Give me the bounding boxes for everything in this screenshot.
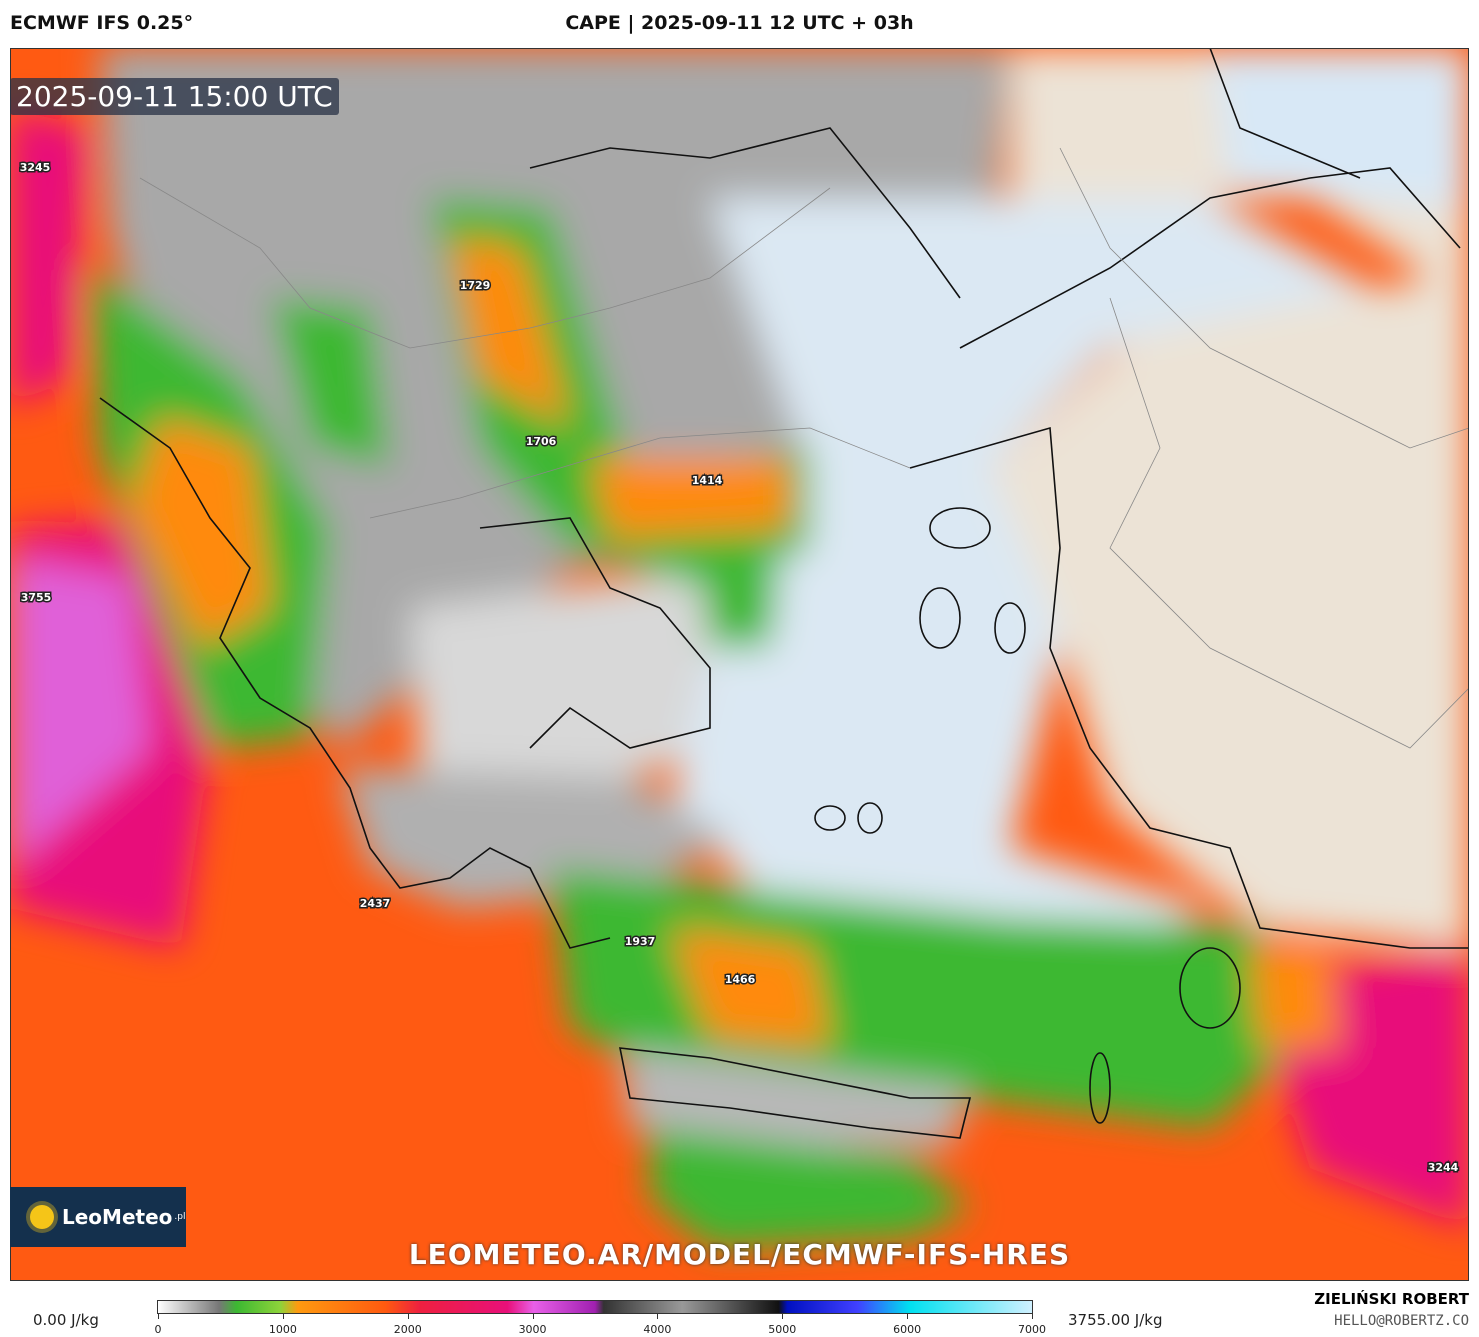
tick-label: 0 [154, 1323, 162, 1336]
logo-name: LeoMeteo [62, 1205, 173, 1229]
field [10, 48, 1469, 1248]
value-label: 1937 [625, 935, 656, 948]
tick-label: 3000 [518, 1323, 547, 1336]
logo: LeoMeteo .pl [10, 1187, 186, 1247]
tick-mark [407, 1313, 409, 1319]
tick-label: 7000 [1018, 1323, 1046, 1336]
tick-mark [657, 1313, 659, 1319]
colorbar [157, 1300, 1033, 1314]
map-frame [10, 48, 1469, 1281]
coastlines [99, 48, 1469, 1139]
tick-label: 1000 [268, 1323, 297, 1336]
value-label: 3244 [1428, 1161, 1459, 1174]
value-label: 1466 [725, 973, 756, 986]
tick-mark [782, 1313, 784, 1319]
email: HELLO@ROBERTZ.CO [1334, 1313, 1469, 1329]
valid-time: 2025-09-11 15:00 UTC [10, 78, 339, 115]
tick-mark [907, 1313, 909, 1319]
model-name: ECMWF IFS 0.25° [10, 12, 194, 34]
tick-label: 6000 [893, 1323, 922, 1336]
map-title: CAPE | 2025-09-11 12 UTC + 03h [565, 12, 914, 34]
tick-label: 5000 [768, 1323, 797, 1336]
value-label: 3245 [20, 161, 51, 174]
value-label: 1706 [526, 435, 557, 448]
logo-icon [30, 1205, 54, 1229]
value-label: 3755 [21, 591, 52, 604]
tick-label: 2000 [393, 1323, 422, 1336]
value-label: 1729 [460, 279, 491, 292]
tick-mark [532, 1313, 534, 1319]
map: 3245 1729 1706 1414 3755 2437 1937 1466 … [10, 48, 1469, 1281]
author: ZIELIŃSKI ROBERT [1314, 1290, 1469, 1308]
watermark: LEOMETEO.AR/MODEL/ECMWF-IFS-HRES [408, 1238, 1071, 1271]
tick-label: 4000 [643, 1323, 672, 1336]
borders [139, 147, 1469, 749]
tick-mark [1032, 1313, 1033, 1319]
colorbar-min: 0.00 J/kg [33, 1311, 99, 1329]
value-label: 2437 [360, 897, 391, 910]
logo-suffix: .pl [174, 1212, 186, 1222]
value-label: 1414 [692, 474, 723, 487]
colorbar-max: 3755.00 J/kg [1068, 1311, 1163, 1329]
tick-mark [158, 1313, 159, 1319]
tick-mark [282, 1313, 284, 1319]
